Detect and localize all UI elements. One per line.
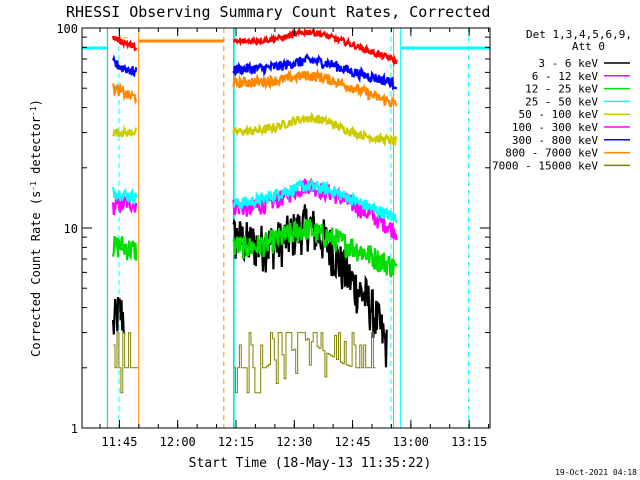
y-tick-label: 100: [56, 22, 78, 36]
legend-label: 100 - 300 keV: [512, 121, 598, 134]
series-trace: [232, 178, 398, 224]
series-trace: [112, 235, 138, 262]
series-trace: [113, 332, 139, 394]
x-tick-label: 12:45: [334, 435, 370, 449]
series-25-50-kev: [112, 178, 398, 224]
series-trace: [232, 52, 398, 91]
legend-label: 6 - 12 keV: [532, 70, 599, 83]
legend-header: Att 0: [572, 40, 605, 53]
series-trace: [112, 54, 138, 78]
series-trace: [232, 218, 398, 278]
series-trace: [232, 111, 398, 147]
legend-label: 12 - 25 keV: [525, 83, 598, 96]
x-tick-label: 12:00: [160, 435, 196, 449]
series-3-6-kev: [112, 204, 388, 368]
series-trace: [233, 332, 376, 394]
red-top-trace: [112, 35, 138, 52]
x-tick-label: 11:45: [101, 435, 137, 449]
x-tick-label: 13:00: [393, 435, 429, 449]
series-trace: [232, 204, 388, 368]
y-tick-label: 1: [71, 422, 78, 436]
series-trace: [232, 67, 398, 109]
legend-header: Det 1,3,4,5,6,9,: [526, 28, 632, 41]
legend-label: 25 - 50 keV: [525, 95, 598, 108]
x-tick-label: 13:15: [451, 435, 487, 449]
y-tick-label: 10: [64, 222, 78, 236]
series-12-25-kev: [112, 218, 398, 278]
series-300-800-kev: [112, 52, 398, 91]
x-tick-label: 12:15: [218, 435, 254, 449]
legend-label: 800 - 7000 keV: [505, 147, 598, 160]
plot-area: S11:45 12:00 12:15 12:30 12:45 13:00 13:151101…: [56, 22, 491, 449]
x-axis-label: Start Time (18-May-13 11:35:22): [189, 456, 432, 471]
legend-label: 3 - 6 keV: [538, 57, 598, 70]
series-trace: [112, 82, 138, 106]
legend-label: 300 - 800 keV: [512, 134, 598, 147]
x-tick-label: 12:30: [276, 435, 312, 449]
chart-title: RHESSI Observing Summary Count Rates, Co…: [66, 3, 490, 21]
legend-label: 7000 - 15000 keV: [492, 159, 598, 172]
series-trace: [112, 124, 138, 138]
red-top-trace: [232, 26, 398, 67]
y-axis-label: Corrected Count Rate (s-1 detector-1): [29, 99, 44, 357]
legend-label: 50 - 100 keV: [519, 108, 599, 121]
series-trace: [112, 296, 126, 335]
timestamp-label: 19-Oct-2021 04:18: [555, 468, 637, 477]
series-7000-15000-kev: [113, 332, 376, 394]
series-50-100-kev: [112, 111, 398, 147]
series-trace: [112, 186, 138, 206]
series-800-7000-kev: [112, 67, 398, 109]
